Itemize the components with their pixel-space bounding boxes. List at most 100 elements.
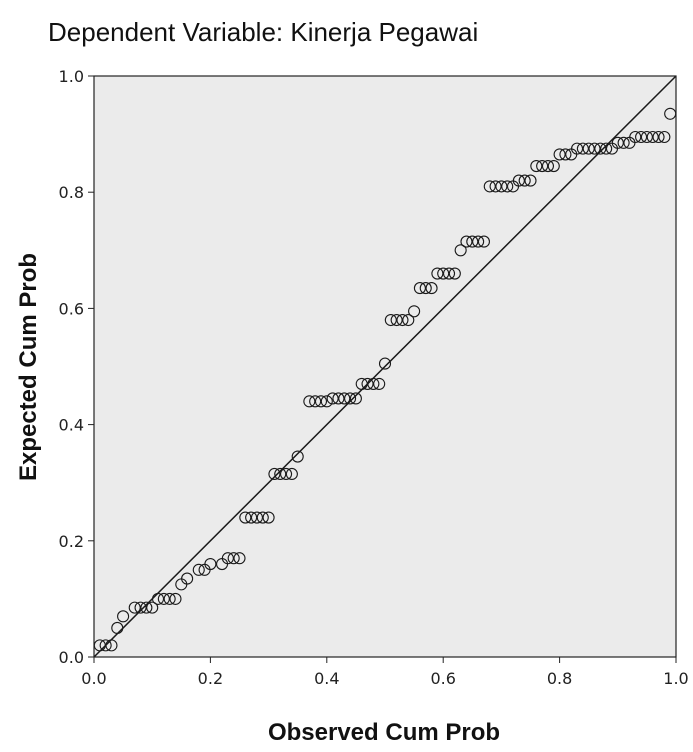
y-tick-label: 1.0 xyxy=(59,67,84,86)
data-point xyxy=(245,511,258,524)
x-tick-label: 0.0 xyxy=(81,669,106,688)
data-point xyxy=(250,511,264,524)
data-point xyxy=(524,174,537,187)
data-points xyxy=(93,107,677,652)
data-point xyxy=(635,130,648,144)
data-point xyxy=(326,392,339,405)
data-point xyxy=(128,601,141,614)
data-point xyxy=(466,235,479,248)
data-point xyxy=(547,160,560,173)
data-point xyxy=(588,142,601,155)
data-point xyxy=(256,511,269,524)
data-point xyxy=(221,552,234,565)
data-point xyxy=(233,552,246,565)
plot-frame xyxy=(93,75,677,658)
data-point xyxy=(314,395,328,408)
data-point xyxy=(629,130,642,144)
data-point xyxy=(344,392,357,405)
data-point xyxy=(169,592,182,605)
data-point xyxy=(227,552,240,565)
data-point xyxy=(268,467,281,481)
data-point xyxy=(239,511,252,524)
data-point xyxy=(611,136,624,149)
data-point xyxy=(99,639,112,652)
data-point xyxy=(594,142,607,155)
data-point xyxy=(291,450,304,463)
data-point xyxy=(658,130,671,144)
y-tick-label: 0.8 xyxy=(59,183,84,202)
data-point xyxy=(483,180,496,193)
data-point xyxy=(384,313,397,327)
data-point xyxy=(349,392,362,405)
data-point xyxy=(262,511,275,524)
data-point xyxy=(157,592,170,605)
data-point xyxy=(274,467,287,481)
data-point xyxy=(181,572,194,585)
reference-line xyxy=(93,75,677,658)
data-point xyxy=(402,313,415,327)
data-point xyxy=(332,392,345,405)
data-point xyxy=(442,267,456,280)
x-axis: 0.0 0.2 0.4 0.6 0.8 1.0 xyxy=(81,657,689,688)
y-tick-label: 0.0 xyxy=(59,648,84,667)
data-point xyxy=(408,305,421,318)
data-point xyxy=(472,235,485,248)
chart-title: Dependent Variable: Kinerja Pegawai xyxy=(48,17,478,47)
data-point xyxy=(646,130,659,144)
data-point xyxy=(390,313,403,327)
y-axis: 0.0 0.2 0.4 0.6 0.8 1.0 xyxy=(59,67,94,667)
data-point xyxy=(280,467,293,481)
data-point xyxy=(285,467,298,481)
data-point xyxy=(163,592,176,605)
data-point xyxy=(530,160,543,173)
data-point xyxy=(146,601,159,614)
data-point xyxy=(495,180,508,193)
data-point xyxy=(192,563,205,576)
data-point xyxy=(536,160,549,173)
data-point xyxy=(460,235,473,248)
data-point xyxy=(600,142,613,155)
data-point xyxy=(396,313,409,327)
data-point xyxy=(559,148,572,161)
data-point xyxy=(640,130,653,144)
data-point xyxy=(454,244,467,257)
x-axis-label: Observed Cum Prob xyxy=(268,719,500,746)
data-point xyxy=(489,180,502,193)
x-tick-label: 1.0 xyxy=(663,669,688,688)
data-point xyxy=(582,142,595,155)
data-point xyxy=(431,267,444,280)
data-point xyxy=(303,395,316,408)
data-point xyxy=(373,377,386,390)
data-point xyxy=(571,142,584,155)
data-point xyxy=(338,392,351,405)
data-point xyxy=(140,601,153,614)
data-point xyxy=(361,377,374,390)
data-point xyxy=(448,267,461,280)
data-point xyxy=(617,136,630,149)
data-point xyxy=(576,142,589,155)
data-point xyxy=(320,395,333,408)
data-point xyxy=(512,174,525,187)
data-point xyxy=(117,610,130,623)
x-tick-label: 0.2 xyxy=(198,669,223,688)
data-point xyxy=(419,282,432,295)
data-point xyxy=(553,148,566,161)
data-point xyxy=(134,601,147,614)
x-tick-label: 0.6 xyxy=(430,669,455,688)
data-point xyxy=(413,282,426,295)
data-point xyxy=(541,160,555,173)
x-tick-label: 0.8 xyxy=(547,669,572,688)
data-point xyxy=(518,174,531,187)
data-point xyxy=(378,357,392,370)
data-point xyxy=(477,235,490,248)
y-tick-label: 0.6 xyxy=(59,299,84,318)
y-tick-label: 0.2 xyxy=(59,532,84,551)
data-point xyxy=(204,557,217,571)
data-point xyxy=(425,282,438,295)
y-axis-label: Expected Cum Prob xyxy=(15,253,42,481)
x-tick-label: 0.4 xyxy=(314,669,339,688)
y-tick-label: 0.4 xyxy=(59,416,84,435)
data-point xyxy=(309,395,322,408)
data-point xyxy=(437,267,450,280)
